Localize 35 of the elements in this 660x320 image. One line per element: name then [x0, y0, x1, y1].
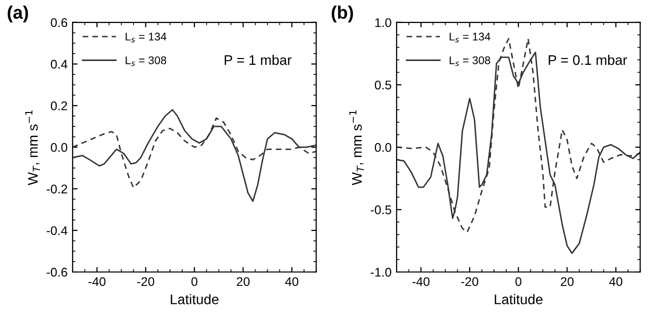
- y-tick-label: -0.5: [370, 205, 392, 214]
- line-series: [72, 109, 316, 202]
- y-tick-label: 0.0: [374, 143, 392, 152]
- legend-label: L$_{s}$ = 134: [450, 32, 490, 42]
- annotation: P = 1 mbar: [224, 54, 292, 65]
- y-tick-label: 0.2: [50, 101, 68, 110]
- chart-title: (b): [332, 6, 353, 22]
- x-tick-label: -20: [461, 277, 478, 286]
- x-tick-label: 0: [191, 277, 198, 286]
- x-tick-label: -40: [88, 277, 106, 286]
- chart-title: (a): [8, 6, 28, 22]
- y-tick-label: -0.6: [46, 268, 68, 277]
- x-tick-label: 40: [609, 277, 622, 286]
- y-tick-label: -0.4: [46, 226, 68, 236]
- x-axis-title: Latitude: [170, 294, 218, 304]
- x-tick-label: 40: [285, 277, 298, 286]
- x-tick-label: 20: [560, 277, 574, 286]
- x-tick-label: 0: [515, 277, 522, 286]
- y-axis-title: W$_{T}$, mm s$^{−1}$: [25, 110, 40, 186]
- y-tick-label: 1.0: [375, 18, 392, 28]
- y-axis-title: W$_{T}$, mm s$^{−1}$: [349, 110, 364, 186]
- x-tick-label: -20: [137, 277, 154, 286]
- legend-label: L$_{s}$ = 308: [126, 56, 166, 66]
- x-axis-title: Latitude: [494, 294, 542, 304]
- y-tick-label: 0.5: [374, 80, 392, 90]
- annotation: P = 0.1 mbar: [548, 54, 628, 65]
- x-tick-label: 20: [236, 277, 250, 286]
- y-tick-label: 0.4: [50, 60, 68, 69]
- legend-label: L$_{s}$ = 308: [450, 56, 490, 66]
- y-tick-label: -0.2: [46, 184, 68, 194]
- y-tick-label: -1.0: [370, 268, 392, 277]
- y-tick-label: 0.0: [50, 143, 68, 152]
- y-tick-label: 0.6: [50, 18, 68, 28]
- x-tick-label: -40: [412, 277, 430, 286]
- legend-label: L$_{s}$ = 134: [126, 32, 166, 42]
